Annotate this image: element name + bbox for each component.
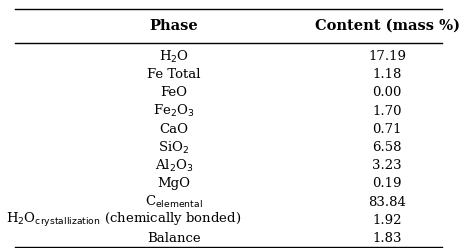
- Text: 0.19: 0.19: [373, 177, 402, 190]
- Text: FeO: FeO: [160, 87, 187, 99]
- Text: 0.00: 0.00: [373, 87, 402, 99]
- Text: CaO: CaO: [159, 123, 188, 136]
- Text: Balance: Balance: [147, 232, 201, 245]
- Text: H$_2$O: H$_2$O: [159, 49, 189, 65]
- Text: 1.70: 1.70: [373, 105, 402, 118]
- Text: 17.19: 17.19: [368, 50, 406, 63]
- Text: 1.83: 1.83: [373, 232, 402, 245]
- Text: 6.58: 6.58: [373, 141, 402, 154]
- Text: 1.18: 1.18: [373, 68, 402, 81]
- Text: 83.84: 83.84: [368, 195, 406, 209]
- Text: Phase: Phase: [149, 19, 198, 32]
- Text: Al$_2$O$_3$: Al$_2$O$_3$: [155, 158, 193, 174]
- Text: 0.71: 0.71: [373, 123, 402, 136]
- Text: MgO: MgO: [157, 177, 191, 190]
- Text: Content (mass %): Content (mass %): [315, 19, 460, 32]
- Text: SiO$_2$: SiO$_2$: [158, 139, 190, 155]
- Text: Fe Total: Fe Total: [147, 68, 201, 81]
- Text: 1.92: 1.92: [373, 214, 402, 227]
- Text: H$_2$O$_{\mathrm{crystallization}}$ (chemically bonded): H$_2$O$_{\mathrm{crystallization}}$ (che…: [6, 211, 241, 229]
- Text: C$_{\mathrm{elemental}}$: C$_{\mathrm{elemental}}$: [145, 194, 203, 210]
- Text: Fe$_2$O$_3$: Fe$_2$O$_3$: [153, 103, 195, 119]
- Text: 3.23: 3.23: [373, 159, 402, 172]
